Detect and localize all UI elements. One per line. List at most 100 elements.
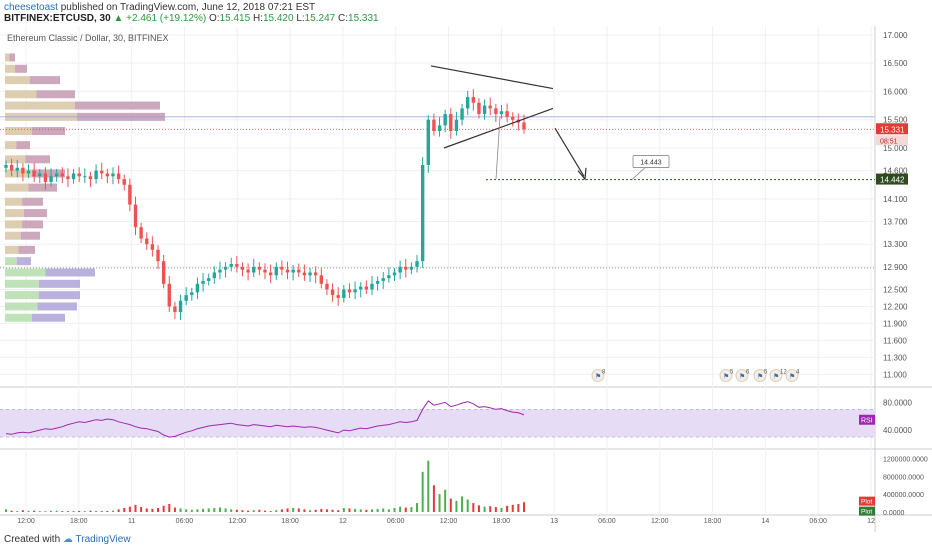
candle-body <box>420 164 425 262</box>
volume-bar <box>500 507 503 512</box>
candle-body <box>511 116 515 120</box>
plot-badge-up <box>859 506 875 516</box>
volume-bar <box>297 508 300 512</box>
volume-bar <box>134 504 137 512</box>
candle-body <box>83 176 87 178</box>
volume-bar <box>286 508 289 512</box>
candle-body <box>145 238 149 245</box>
volume-bar <box>438 494 441 512</box>
chart-title: Ethereum Classic / Dollar, 30, BITFINEX <box>7 33 169 43</box>
event-badge-count: 5 <box>730 369 734 375</box>
candle-body <box>308 272 312 276</box>
price-tick-label: 15.500 <box>883 116 908 125</box>
volume-bar <box>292 507 295 512</box>
volume-bar <box>427 460 430 512</box>
profile-bar-up <box>5 279 39 288</box>
volume-bar <box>241 510 244 512</box>
price-tick-label: 14.600 <box>883 167 908 176</box>
volume-bar <box>151 508 154 512</box>
candle-body <box>49 176 53 182</box>
volume-bar <box>275 510 278 512</box>
time-tick-label: 06:00 <box>176 518 194 525</box>
low-value: 15.247 <box>304 13 336 24</box>
candles[interactable] <box>4 89 526 321</box>
profile-bar-up <box>5 197 23 206</box>
event-badge-count: 4 <box>796 369 800 375</box>
volume-bar <box>95 510 98 512</box>
last-price-label: 15.331 <box>880 125 905 134</box>
publish-info: cheesetoast published on TradingView.com… <box>4 2 315 13</box>
volume-bar <box>162 505 165 512</box>
candle-body <box>342 289 346 298</box>
profile-bar-up <box>5 76 30 85</box>
time-tick-label: 18:00 <box>704 518 722 525</box>
price-tick-label: 14.100 <box>883 195 908 204</box>
countdown-badge <box>876 135 908 146</box>
drawings: 14.443⚑8⚑5⚑6⚑5⚑12⚑4 <box>430 65 875 382</box>
author-link[interactable]: cheesetoast <box>4 2 58 13</box>
price-tick-label: 12.500 <box>883 285 908 294</box>
volume-bar <box>382 508 385 512</box>
event-badge-count: 12 <box>780 369 787 375</box>
rsi-band <box>0 409 875 438</box>
tradingview-link[interactable]: TradingView <box>75 534 131 545</box>
candle-body <box>235 264 239 267</box>
candle-body <box>426 119 430 165</box>
profile-bar-down <box>16 257 31 266</box>
candle-body <box>116 173 121 180</box>
volume-bar <box>511 504 514 512</box>
volume-bar <box>331 509 334 512</box>
candle-body <box>482 105 487 115</box>
profile-bar-down <box>37 302 77 311</box>
rsi-badge-label: RSI <box>861 418 873 425</box>
event-badge-count: 8 <box>602 369 606 375</box>
candle-body <box>173 306 177 313</box>
volume-bar <box>393 507 396 512</box>
time-tick-label: 13 <box>550 518 558 525</box>
volume-bar <box>106 511 109 512</box>
price-tick-label: 16.000 <box>883 87 908 96</box>
volume-bar <box>309 510 312 512</box>
candle-body <box>432 119 436 132</box>
volume-bar <box>128 506 131 512</box>
candle-body <box>392 272 397 276</box>
high-value: 15.420 <box>262 13 294 24</box>
open-label: O: <box>209 13 220 24</box>
profile-bar-up <box>5 257 17 266</box>
measure-line <box>495 116 501 180</box>
volume-bar <box>5 509 7 512</box>
volume-bar <box>258 509 261 512</box>
volume-bar <box>168 503 171 512</box>
event-badge-icon <box>769 368 783 382</box>
candle-body <box>263 269 267 273</box>
volume-bar <box>83 511 86 512</box>
volume-tick-label: 1200000.0000 <box>883 456 928 463</box>
open-value: 15.415 <box>219 13 251 24</box>
price-tick-label: 16.500 <box>883 59 908 68</box>
candle-body <box>201 280 205 284</box>
volume-bar <box>213 507 216 512</box>
low-label: L: <box>296 13 305 24</box>
candle-body <box>128 184 132 205</box>
volume-bar <box>123 507 126 512</box>
volume-bar <box>314 509 317 512</box>
candle-body <box>398 266 402 273</box>
candle-body <box>15 167 19 171</box>
candle-body <box>21 167 25 174</box>
candle-body <box>336 295 340 298</box>
volume-tick-label: 400000.0000 <box>883 492 924 499</box>
profile-bar-up <box>5 53 10 62</box>
candle-body <box>404 266 408 270</box>
candle-body <box>325 283 329 290</box>
candle-body <box>133 204 138 228</box>
candle-body <box>139 227 143 239</box>
volume-bar <box>207 508 210 512</box>
volume-bar <box>100 511 103 512</box>
price-axis: 17.000 16.500 16.000 15.500 15.000 14.600 14.1… <box>876 31 908 379</box>
profile-bar-down <box>38 279 80 288</box>
profile-bar-up <box>5 231 21 240</box>
candle-body <box>122 179 126 185</box>
volume-bar <box>235 509 238 512</box>
volume-bar <box>140 507 143 512</box>
